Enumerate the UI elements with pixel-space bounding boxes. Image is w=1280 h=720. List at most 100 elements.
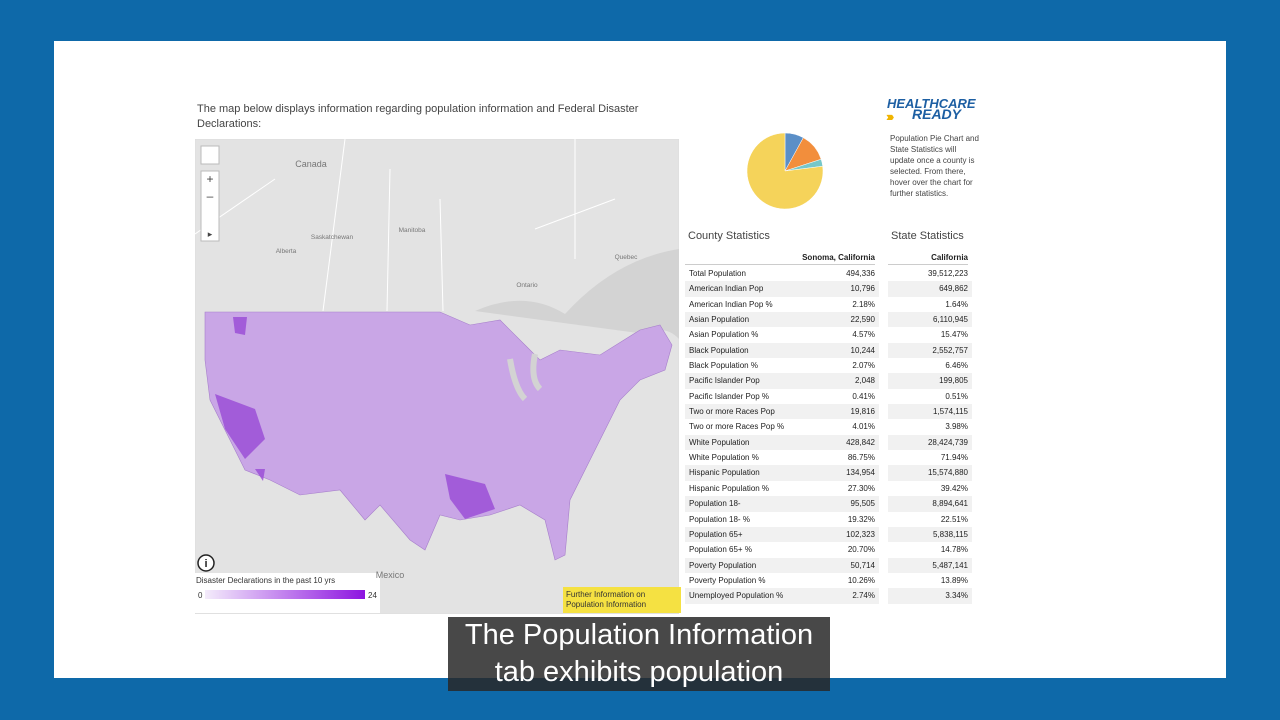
table-row: Population 65+ 102,323 <box>685 526 879 543</box>
row-label: Population 65+ % <box>689 545 752 555</box>
table-row: 3.34% <box>888 588 972 604</box>
row-value: 86.75% <box>847 453 875 463</box>
table-row: Population 18- 95,505 <box>685 496 879 512</box>
row-label: Population 65+ <box>689 529 743 539</box>
table-row: 5,838,115 <box>888 526 972 543</box>
water <box>475 249 679 339</box>
info-button[interactable]: Further Information on Population Inform… <box>563 587 681 613</box>
row-value: 2.07% <box>852 361 875 371</box>
row-value: 4.57% <box>852 330 875 340</box>
zoom-out[interactable]: – <box>207 189 214 203</box>
row-value: 5,487,141 <box>932 560 968 570</box>
table-row: Two or more Races Pop 19,816 <box>685 404 879 420</box>
row-label: Poverty Population % <box>689 575 766 585</box>
table-row: 2,552,757 <box>888 342 972 359</box>
row-label: Hispanic Population % <box>689 483 770 493</box>
table-row: 39,512,223 <box>888 266 972 281</box>
row-label: Two or more Races Pop <box>689 407 775 417</box>
table-row: Asian Population % 4.57% <box>685 327 879 342</box>
table-row: 28,424,739 <box>888 434 972 451</box>
row-value: 10.26% <box>847 575 875 585</box>
state-table: 39,512,223 649,862 1.64% 6,110,945 15.47% 2,5… <box>888 266 972 604</box>
table-row: White Population % 86.75% <box>685 450 879 465</box>
row-label: Population 18- % <box>689 514 750 524</box>
state-title: State Statistics <box>891 230 964 242</box>
table-row: 1,574,115 <box>888 404 972 420</box>
row-label: White Population % <box>689 453 759 463</box>
row-label: American Indian Pop <box>689 284 764 294</box>
caption-line: The Population Information <box>464 619 814 651</box>
row-label: Black Population <box>689 345 749 355</box>
instructions: Population Pie Chart and State Statistic… <box>890 134 979 198</box>
table-row: 199,805 <box>888 373 972 389</box>
table-row: 5,487,141 <box>888 557 972 573</box>
table-row: 0.51% <box>888 389 972 404</box>
legend-title: Disaster Declarations in the past 10 yrs <box>196 576 335 585</box>
row-value: 15,574,880 <box>927 468 968 478</box>
row-value: 2.18% <box>852 299 875 309</box>
row-value: 19,816 <box>850 407 875 417</box>
table-row: American Indian Pop 10,796 <box>685 281 879 297</box>
table-row: 71.94% <box>888 450 972 465</box>
map-label: Manitoba <box>399 227 426 234</box>
row-value: 6,110,945 <box>933 315 968 325</box>
row-value: 27.30% <box>847 483 875 493</box>
logo-chevrons: ›››› <box>886 109 895 124</box>
zoom-in[interactable]: + <box>206 172 213 186</box>
row-value: 6.46% <box>945 361 968 371</box>
row-value: 4.01% <box>852 422 875 432</box>
borders <box>195 139 616 312</box>
table-row: 6,110,945 <box>888 312 972 328</box>
row-value: 102,323 <box>846 529 875 539</box>
play-button[interactable]: ▸ <box>208 229 213 239</box>
us-counties[interactable] <box>204 311 673 561</box>
row-value: 0.51% <box>945 391 968 401</box>
table-row: 15,574,880 <box>888 465 972 481</box>
pie-chart[interactable] <box>740 127 830 217</box>
row-value: 13.89% <box>940 575 968 585</box>
map-label: Saskatchewan <box>311 234 354 241</box>
table-row: White Population 428,842 <box>685 434 879 451</box>
row-label: Total Population <box>689 269 746 278</box>
row-value: 15.47% <box>940 330 968 340</box>
row-value: 5,838,115 <box>933 529 968 539</box>
state-column-header: California <box>888 253 968 265</box>
search-button[interactable] <box>200 145 220 165</box>
table-row: Poverty Population 50,714 <box>685 557 879 573</box>
table-row: Unemployed Population % 2.74% <box>685 588 879 604</box>
table-row: Poverty Population % 10.26% <box>685 573 879 588</box>
row-label: Asian Population % <box>689 330 759 340</box>
map-label: Quebec <box>615 254 639 261</box>
map[interactable]: + – ▸ i Canada Alberta Saskatchewan Manitob… <box>195 139 679 614</box>
row-value: 494,336 <box>846 269 875 278</box>
row-value: 39,512,223 <box>927 269 968 278</box>
row-value: 199,805 <box>939 376 968 386</box>
county-title: County Statistics <box>688 230 770 242</box>
row-value: 649,862 <box>939 284 968 294</box>
great-lakes <box>507 353 543 402</box>
row-value: 1.64% <box>945 299 968 309</box>
table-row: 15.47% <box>888 327 972 342</box>
table-row: 22.51% <box>888 512 972 527</box>
row-value: 28,424,739 <box>927 437 968 447</box>
table-row: Total Population 494,336 <box>685 266 879 281</box>
table-row: American Indian Pop % 2.18% <box>685 297 879 312</box>
zoom-controls[interactable] <box>200 170 220 242</box>
row-label: Black Population % <box>689 361 758 371</box>
legend-max: 24 <box>368 591 377 600</box>
row-value: 14.78% <box>940 545 968 555</box>
table-row: 1.64% <box>888 297 972 312</box>
table-row: 649,862 <box>888 281 972 297</box>
row-label: Unemployed Population % <box>689 591 784 601</box>
row-value: 22.51% <box>940 514 968 524</box>
row-value: 20.70% <box>847 545 875 555</box>
table-row: 3.98% <box>888 419 972 434</box>
row-value: 95,505 <box>850 499 875 509</box>
logo-text: READY <box>912 106 962 122</box>
row-value: 3.98% <box>945 422 968 432</box>
row-label: White Population <box>689 437 750 447</box>
table-row: 39.42% <box>888 481 972 496</box>
row-label: Asian Population <box>689 315 750 325</box>
info-icon[interactable] <box>197 554 215 572</box>
